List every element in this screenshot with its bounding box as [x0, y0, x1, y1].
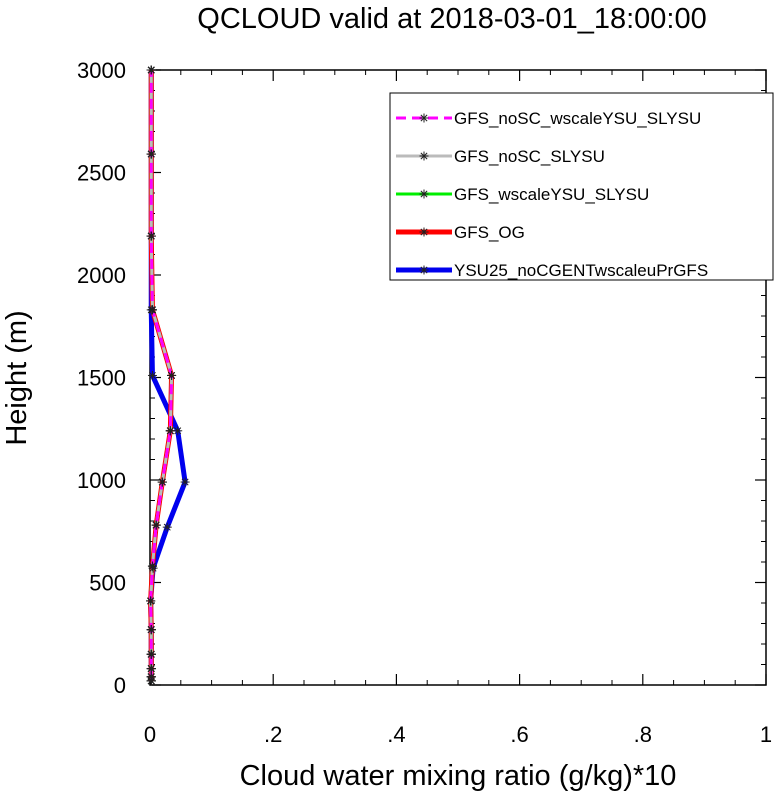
legend-label: GFS_wscaleYSU_SLYSU — [454, 185, 649, 204]
data-point-marker — [147, 305, 157, 315]
y-tick-label: 2000 — [77, 263, 126, 288]
legend-label: GFS_noSC_wscaleYSU_SLYSU — [454, 109, 701, 128]
y-axis-label: Height (m) — [1, 310, 33, 445]
x-tick-label: .2 — [264, 722, 282, 747]
chart-title: QCLOUD valid at 2018-03-01_18:00:00 — [197, 3, 706, 35]
data-point-marker — [419, 227, 429, 237]
series-layer — [146, 65, 190, 686]
data-point-marker — [165, 426, 175, 436]
x-axis-label: Cloud water mixing ratio (g/kg)*10 — [240, 760, 677, 792]
y-tick-label: 3000 — [77, 58, 126, 83]
x-tick-label: 0 — [144, 722, 156, 747]
data-point-marker — [146, 664, 156, 674]
x-tick-label: .4 — [387, 722, 405, 747]
data-point-marker — [146, 231, 156, 241]
data-point-marker — [157, 477, 167, 487]
data-point-marker — [147, 370, 157, 380]
axis-ticks: 0 .2 .4 .6 .8 1 0 500 1000 1500 2000 2500 3000 — [77, 58, 772, 747]
data-point-marker — [146, 149, 156, 159]
y-tick-label: 2500 — [77, 161, 126, 186]
legend-label: YSU25_noCGENTwscaleuPrGFS — [454, 261, 708, 280]
data-point-marker — [419, 151, 429, 161]
data-point-marker — [173, 426, 183, 436]
legend-item: GFS_noSC_SLYSU — [396, 147, 605, 166]
y-tick-label: 1500 — [77, 366, 126, 391]
data-point-marker — [147, 561, 157, 571]
x-tick-label: 1 — [760, 722, 772, 747]
legend-items: GFS_noSC_wscaleYSU_SLYSU GFS_noSC_SLYSU GF… — [396, 109, 708, 280]
series-1 — [149, 70, 174, 681]
legend-label: GFS_OG — [454, 223, 525, 242]
legend-item: YSU25_noCGENTwscaleuPrGFS — [396, 261, 708, 280]
data-point-marker — [180, 477, 190, 487]
x-tick-label: .6 — [510, 722, 528, 747]
y-tick-label: 500 — [89, 571, 126, 596]
data-point-marker — [419, 113, 429, 123]
y-tick-label: 0 — [114, 673, 126, 698]
data-point-marker — [146, 596, 156, 606]
data-point-marker — [146, 672, 156, 682]
series-markers-1 — [146, 65, 177, 686]
data-point-marker — [419, 265, 429, 275]
data-point-marker — [151, 520, 161, 530]
legend-label: GFS_noSC_SLYSU — [454, 147, 605, 166]
series-line — [149, 70, 174, 681]
data-point-marker — [162, 522, 172, 532]
data-point-marker — [146, 65, 156, 75]
data-point-marker — [146, 649, 156, 659]
legend-item: GFS_noSC_wscaleYSU_SLYSU — [396, 109, 701, 128]
data-point-marker — [146, 625, 156, 635]
data-point-marker — [167, 370, 177, 380]
data-point-marker — [419, 189, 429, 199]
legend-box — [389, 92, 774, 281]
legend-item: GFS_wscaleYSU_SLYSU — [396, 185, 649, 204]
y-tick-label: 1000 — [77, 468, 126, 493]
x-tick-label: .8 — [634, 722, 652, 747]
legend-item: GFS_OG — [396, 223, 525, 242]
